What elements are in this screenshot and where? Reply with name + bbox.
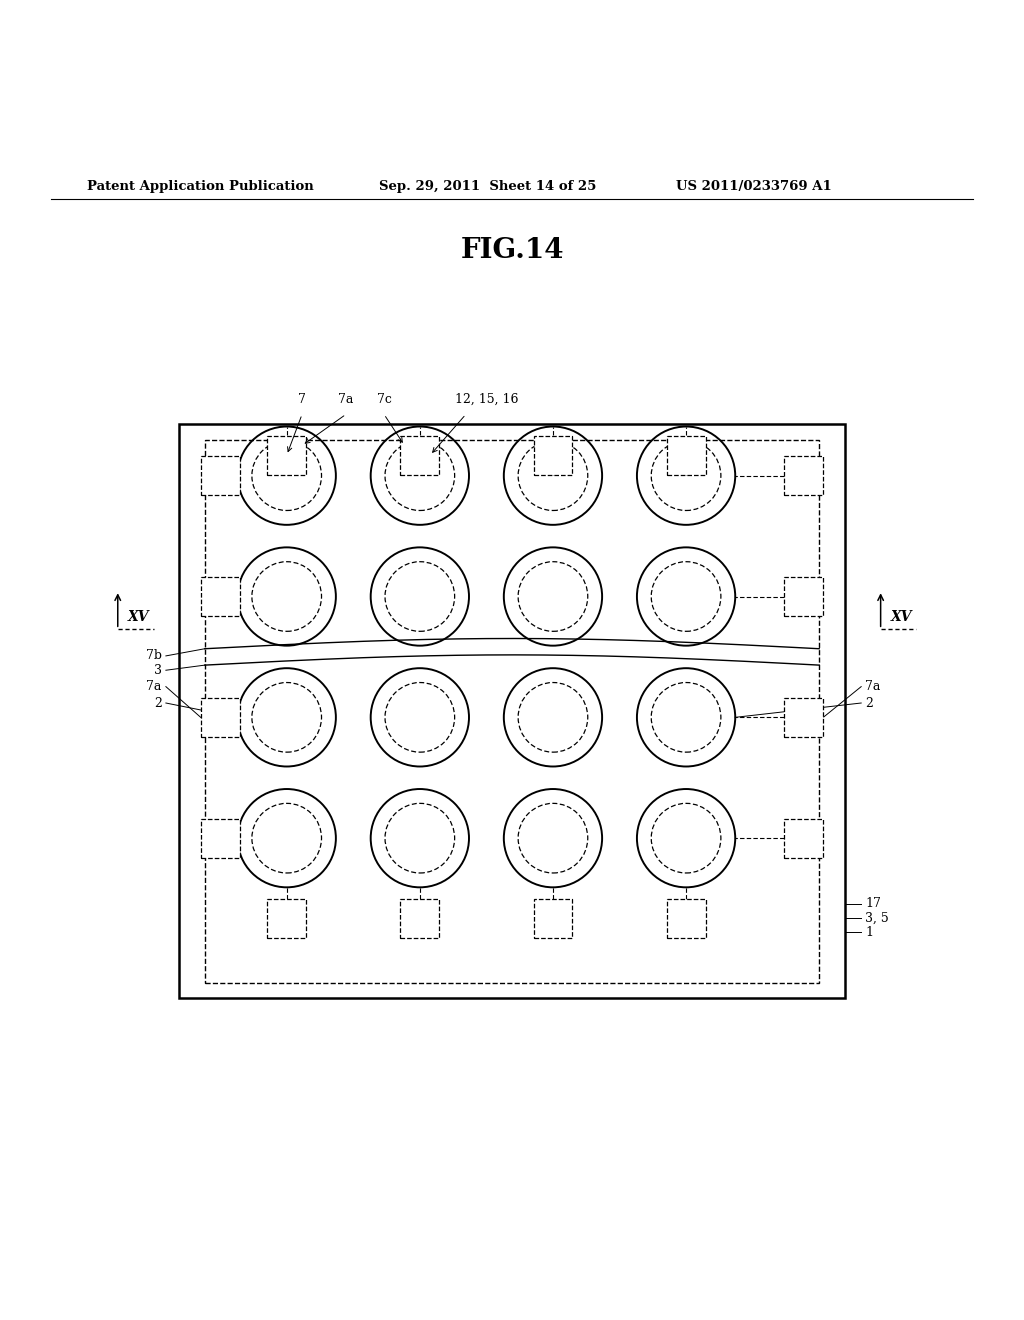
- Bar: [267, 899, 306, 937]
- Text: 7a: 7a: [146, 680, 162, 693]
- Bar: [667, 899, 706, 937]
- Text: 17: 17: [865, 898, 882, 911]
- Bar: [201, 818, 240, 858]
- Bar: [400, 899, 439, 937]
- Text: XV: XV: [891, 610, 912, 624]
- Bar: [201, 698, 240, 737]
- Text: 7a: 7a: [338, 393, 354, 407]
- Text: 3: 3: [154, 664, 162, 677]
- Bar: [784, 457, 823, 495]
- Bar: [784, 818, 823, 858]
- Bar: [534, 436, 572, 475]
- Bar: [667, 436, 706, 475]
- Text: 7b: 7b: [145, 649, 162, 663]
- Text: 2: 2: [865, 697, 873, 710]
- Text: 2: 2: [154, 697, 162, 710]
- Bar: [205, 440, 819, 982]
- Text: 1: 1: [865, 925, 873, 939]
- Bar: [784, 698, 823, 737]
- Text: FIG.14: FIG.14: [460, 236, 564, 264]
- Bar: [534, 899, 572, 937]
- Bar: [201, 577, 240, 616]
- Text: Sep. 29, 2011  Sheet 14 of 25: Sep. 29, 2011 Sheet 14 of 25: [379, 181, 596, 194]
- Bar: [267, 436, 306, 475]
- Text: 7: 7: [298, 393, 306, 407]
- Text: 7a: 7a: [865, 680, 881, 693]
- Text: XV: XV: [128, 610, 150, 624]
- Bar: [784, 577, 823, 616]
- Bar: [201, 457, 240, 495]
- Text: Patent Application Publication: Patent Application Publication: [87, 181, 313, 194]
- Bar: [179, 425, 845, 998]
- Text: 3, 5: 3, 5: [865, 912, 889, 924]
- Text: US 2011/0233769 A1: US 2011/0233769 A1: [676, 181, 831, 194]
- Text: 12, 15, 16: 12, 15, 16: [455, 393, 518, 407]
- Text: 7c: 7c: [377, 393, 391, 407]
- Bar: [400, 436, 439, 475]
